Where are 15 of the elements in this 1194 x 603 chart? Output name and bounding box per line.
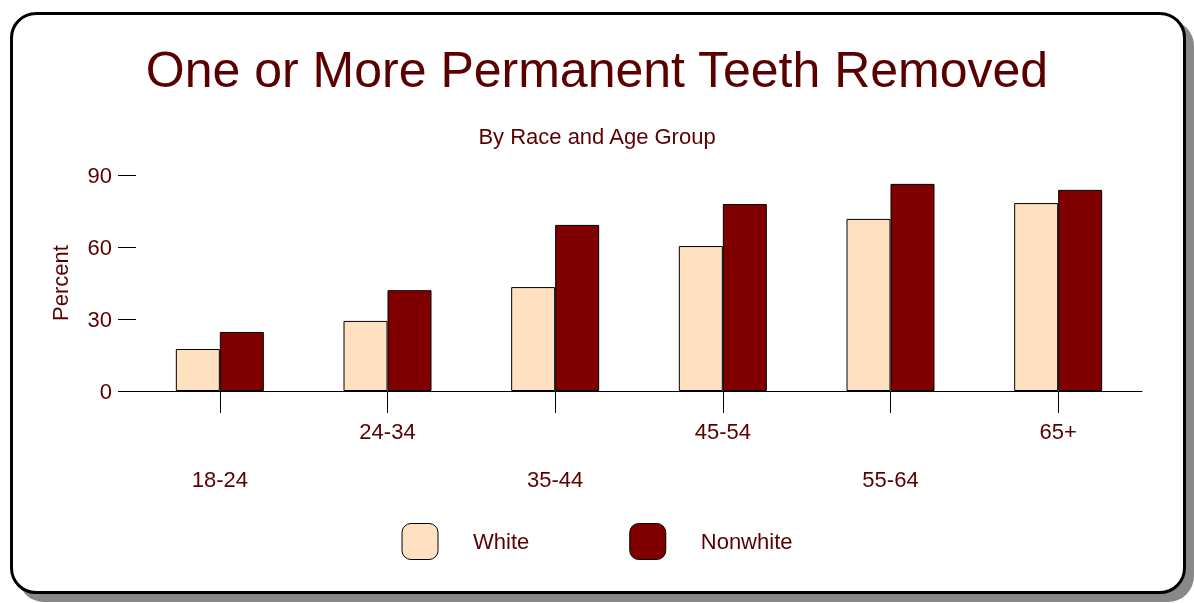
legend-label: Nonwhite [700, 529, 793, 554]
chart-subtitle: By Race and Age Group [478, 123, 716, 149]
y-tick-label: 60 [87, 234, 112, 260]
chart-title: One or More Permanent Teeth Removed [145, 42, 1049, 98]
legend-label: White [473, 529, 530, 554]
y-tick-label: 30 [87, 306, 112, 332]
x-tick-label: 35-44 [527, 466, 584, 492]
x-tick-label: 55-64 [862, 466, 919, 492]
x-tick-label: 24-34 [359, 418, 416, 444]
x-tick-label: 18-24 [191, 466, 248, 492]
y-axis-title: Percent [47, 245, 73, 321]
y-tick-label: 90 [87, 162, 112, 188]
x-tick-label: 65+ [1039, 418, 1077, 444]
y-tick-label: 0 [99, 378, 112, 404]
x-tick-label: 45-54 [694, 418, 751, 444]
